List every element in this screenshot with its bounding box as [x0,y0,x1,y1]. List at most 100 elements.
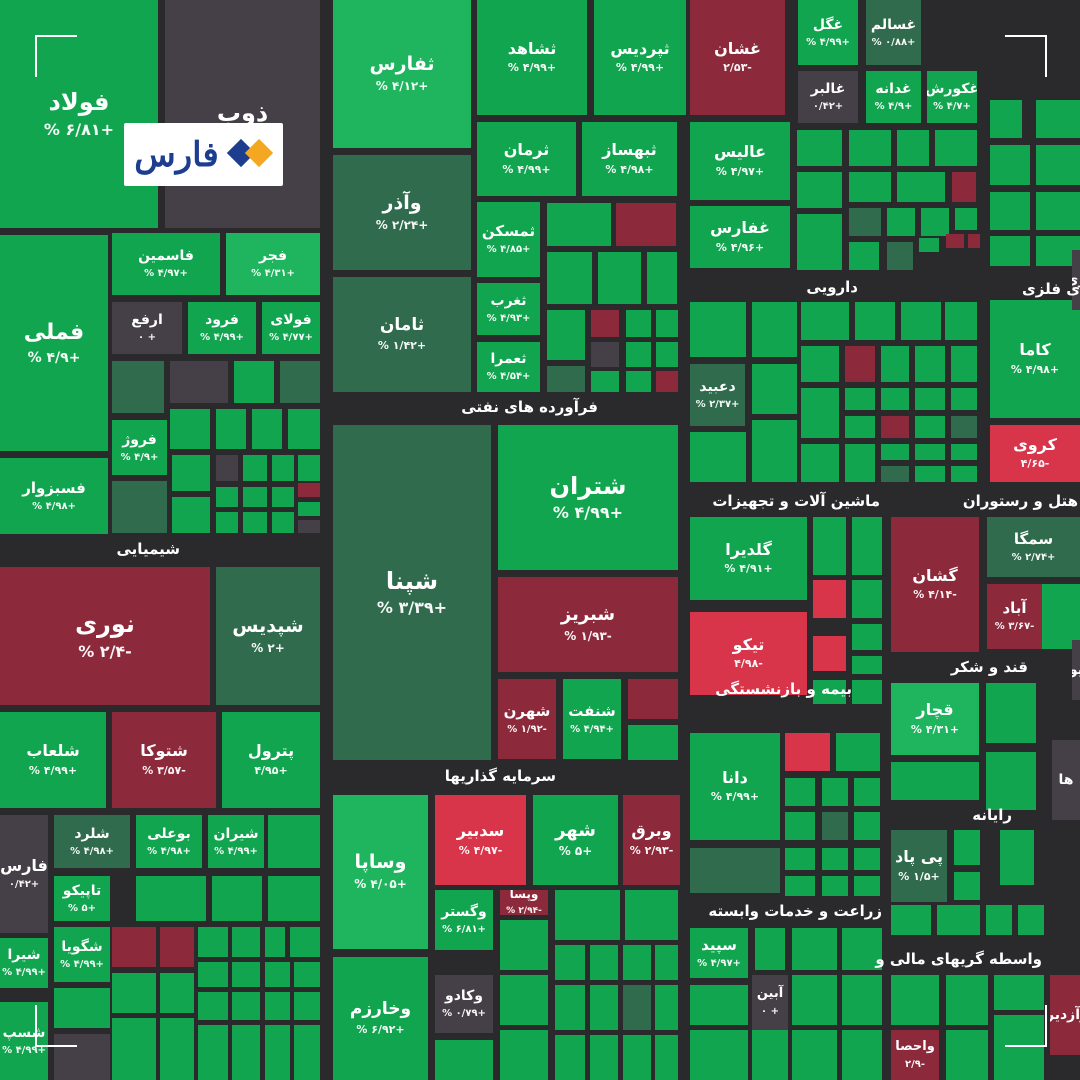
minor-stock-tile[interactable] [268,876,320,921]
minor-stock-tile[interactable] [655,985,678,1030]
stock-tile[interactable]: ارفع + ۰ [112,302,182,354]
minor-stock-tile[interactable] [854,812,880,840]
minor-stock-tile[interactable] [937,905,980,935]
minor-stock-tile[interactable] [112,973,156,1013]
minor-stock-tile[interactable] [198,962,228,987]
minor-stock-tile[interactable] [990,100,1022,138]
stock-tile[interactable]: فاسمین +۴/۹۷ % [112,233,220,295]
minor-stock-tile[interactable] [280,361,320,403]
minor-stock-tile[interactable] [212,876,262,921]
stock-tile[interactable]: شبریز -۱/۹۳ % [498,577,678,672]
minor-stock-tile[interactable] [836,733,880,771]
minor-stock-tile[interactable] [1000,830,1034,885]
minor-stock-tile[interactable] [785,848,815,870]
stock-tile[interactable]: شیرا +۴/۹۹ % [0,938,48,988]
minor-stock-tile[interactable] [136,876,206,921]
minor-stock-tile[interactable] [891,762,979,800]
minor-stock-tile[interactable] [290,927,320,957]
minor-stock-tile[interactable] [626,342,651,367]
stock-tile[interactable]: وکادو +۰/۷۹ % [435,975,493,1033]
minor-stock-tile[interactable] [590,945,618,980]
minor-stock-tile[interactable] [288,409,320,449]
minor-stock-tile[interactable] [160,973,194,1013]
minor-stock-tile[interactable] [232,962,260,987]
stock-tile[interactable]: وساپا +۴/۰۵ % [333,795,428,949]
stock-tile[interactable]: پی پاد +۱/۵ % [891,830,947,902]
minor-stock-tile[interactable] [690,432,746,482]
minor-stock-tile[interactable] [216,409,246,449]
stock-tile[interactable]: عالیس +۴/۹۷ % [690,122,790,200]
minor-stock-tile[interactable] [887,242,913,270]
minor-stock-tile[interactable] [919,238,939,252]
minor-stock-tile[interactable] [986,683,1036,743]
stock-tile[interactable]: دعبید +۲/۳۷ % [690,364,745,426]
stock-tile[interactable]: آبین + ۰ [752,975,788,1030]
minor-stock-tile[interactable] [842,1030,882,1080]
minor-stock-tile[interactable] [994,1015,1044,1080]
minor-stock-tile[interactable] [952,172,976,202]
stock-tile[interactable]: پترول +۴/۹۵ [222,712,320,808]
minor-stock-tile[interactable] [547,252,592,304]
minor-stock-tile[interactable] [298,502,320,516]
minor-stock-tile[interactable] [160,927,194,967]
minor-stock-tile[interactable] [849,172,891,202]
minor-stock-tile[interactable] [785,876,815,896]
stock-tile[interactable]: شنفت +۴/۹۴ % [563,679,621,759]
stock-tile[interactable]: ثبهساز +۴/۹۸ % [582,122,677,196]
minor-stock-tile[interactable] [655,945,678,980]
minor-stock-tile[interactable] [656,342,678,367]
minor-stock-tile[interactable] [298,483,320,497]
minor-stock-tile[interactable] [901,302,941,340]
stock-tile[interactable]: سدبیر -۴/۹۷ % [435,795,526,885]
minor-stock-tile[interactable] [887,208,915,236]
stock-tile[interactable]: شهرن -۱/۹۲ % [498,679,556,759]
minor-stock-tile[interactable] [915,388,945,410]
minor-stock-tile[interactable] [272,487,294,507]
minor-stock-tile[interactable] [852,624,882,650]
minor-stock-tile[interactable] [625,890,678,940]
minor-stock-tile[interactable] [555,1035,585,1080]
minor-stock-tile[interactable] [500,920,548,970]
minor-stock-tile[interactable] [294,992,320,1020]
minor-stock-tile[interactable] [298,455,320,481]
minor-stock-tile[interactable] [881,466,909,482]
minor-stock-tile[interactable] [752,1030,788,1080]
stock-tile[interactable]: فارس +۰/۴۲ [0,815,48,933]
minor-stock-tile[interactable] [946,1030,988,1080]
minor-stock-tile[interactable] [232,1025,260,1080]
minor-stock-tile[interactable] [198,927,228,957]
stock-tile[interactable]: شپنا +۳/۳۹ % [333,425,491,760]
minor-stock-tile[interactable] [1036,145,1080,185]
minor-stock-tile[interactable] [628,679,678,719]
minor-stock-tile[interactable] [1042,584,1080,649]
stock-tile[interactable]: شگویا +۴/۹۹ % [54,927,110,982]
minor-stock-tile[interactable] [170,409,210,449]
minor-stock-tile[interactable] [854,778,880,806]
stock-tile[interactable]: غفارس +۴/۹۶ % [690,206,790,268]
minor-stock-tile[interactable] [590,1035,618,1080]
minor-stock-tile[interactable] [555,890,620,940]
minor-stock-tile[interactable] [891,905,931,935]
minor-stock-tile[interactable] [198,992,228,1020]
stock-tile[interactable]: ها [1052,740,1080,820]
minor-stock-tile[interactable] [752,302,797,357]
minor-stock-tile[interactable] [591,310,619,337]
minor-stock-tile[interactable] [822,876,848,896]
minor-stock-tile[interactable] [268,815,320,868]
minor-stock-tile[interactable] [935,130,977,166]
minor-stock-tile[interactable] [891,975,939,1025]
stock-tile[interactable]: فسبزوار +۴/۹۸ % [0,458,108,534]
stock-tile[interactable]: ثعمرا +۴/۵۴ % [477,342,540,392]
stock-tile[interactable]: غسالم +۰/۸۸ % [866,0,921,65]
minor-stock-tile[interactable] [243,455,267,481]
minor-stock-tile[interactable] [813,680,846,704]
stock-tile[interactable]: شلعاب +۴/۹۹ % [0,712,106,808]
stock-tile[interactable]: ثامان +۱/۴۲ % [333,277,471,392]
minor-stock-tile[interactable] [852,517,882,575]
minor-stock-tile[interactable] [170,361,228,403]
minor-stock-tile[interactable] [845,388,875,410]
minor-stock-tile[interactable] [986,752,1036,810]
stock-tile[interactable]: شتوکا -۳/۵۷ % [112,712,216,808]
minor-stock-tile[interactable] [797,214,842,270]
minor-stock-tile[interactable] [915,444,945,460]
